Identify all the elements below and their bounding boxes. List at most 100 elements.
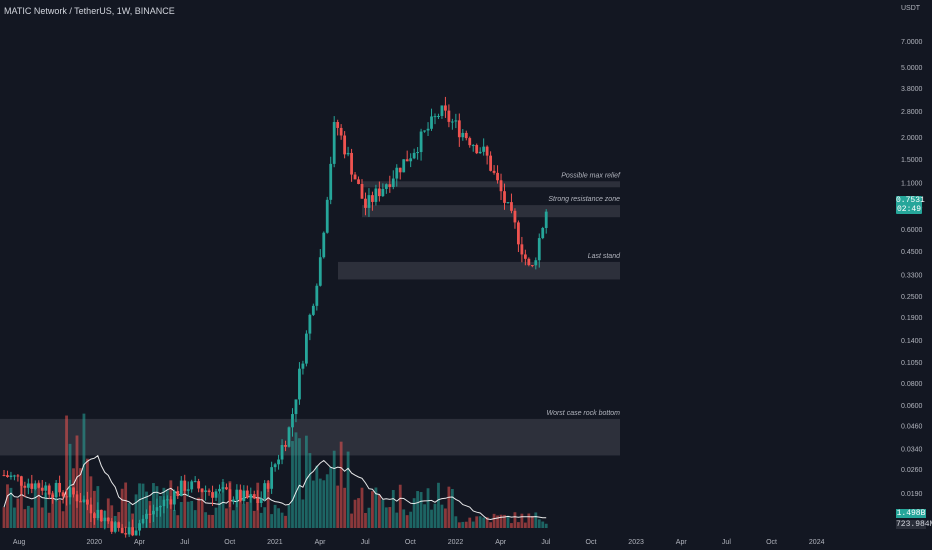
volume-bar xyxy=(82,413,86,528)
candle-body xyxy=(332,122,336,164)
volume-bar xyxy=(165,490,169,528)
volume-bar xyxy=(482,517,486,528)
candle-body xyxy=(183,480,187,491)
price-tick-label: 0.1400 xyxy=(901,338,923,345)
candle-body xyxy=(218,488,221,492)
candle-body xyxy=(360,183,364,199)
candle-body xyxy=(388,184,392,187)
candle-body xyxy=(499,180,503,192)
candle-body xyxy=(186,489,190,491)
candle-body xyxy=(152,510,155,515)
candle-body xyxy=(357,179,360,184)
candle-body xyxy=(47,485,51,495)
volume-bar xyxy=(517,522,520,528)
time-tick-label: Jul xyxy=(541,539,550,546)
candle-body xyxy=(141,518,145,524)
volume-bar xyxy=(395,512,399,528)
candle-body xyxy=(430,116,433,129)
candle-body xyxy=(291,414,294,428)
price-tick-label: 2.8000 xyxy=(901,109,923,116)
volume-bar xyxy=(291,441,294,528)
candle-body xyxy=(37,483,41,488)
candle-body xyxy=(318,257,322,286)
volume-bar xyxy=(37,482,41,528)
candle-body xyxy=(2,475,6,477)
volume-bar xyxy=(513,512,517,528)
candle-body xyxy=(496,172,499,181)
candle-body xyxy=(513,210,517,223)
candle-body xyxy=(225,487,228,490)
volume-bar xyxy=(92,490,96,528)
volume-bar xyxy=(72,468,75,528)
candle-body xyxy=(75,494,79,502)
candle-body xyxy=(221,487,225,489)
candle-body xyxy=(169,499,173,505)
candle-body xyxy=(162,499,166,507)
candle-body xyxy=(517,222,520,245)
candle-body xyxy=(423,130,426,132)
volume-bar xyxy=(231,510,235,528)
candle-body xyxy=(544,211,548,228)
candle-body xyxy=(485,146,489,156)
price-tick-label: 0.4500 xyxy=(901,249,923,256)
volume-bar xyxy=(440,504,444,528)
candle-body xyxy=(197,481,201,489)
volume-bar xyxy=(263,507,267,528)
volume-bar xyxy=(357,498,360,528)
candle-body xyxy=(40,487,44,491)
volume-bar xyxy=(221,481,225,528)
volume-bar xyxy=(464,521,468,528)
candle-body xyxy=(311,305,315,315)
volume-bar xyxy=(273,504,277,528)
volume-bar xyxy=(40,507,44,528)
candle-body xyxy=(263,483,267,499)
volume-bar xyxy=(537,519,541,528)
price-tick-label: 0.0600 xyxy=(901,403,923,410)
candle-body xyxy=(9,475,13,477)
volume-bar xyxy=(301,499,305,528)
volume-bar xyxy=(176,515,180,528)
symbol-title[interactable]: MATIC Network / TetherUS, 1W, BINANCE xyxy=(4,6,175,16)
volume-bar xyxy=(416,491,420,528)
candle-body xyxy=(308,314,312,334)
candle-body xyxy=(72,487,75,495)
candle-body xyxy=(409,158,413,162)
candle-body xyxy=(44,485,48,491)
candle-body xyxy=(120,527,124,534)
volume-bar xyxy=(19,481,23,528)
volume-bar xyxy=(541,521,545,528)
price-tick-label: 3.8000 xyxy=(901,86,923,93)
volume-bar xyxy=(471,521,475,528)
volume-bar xyxy=(447,486,451,528)
candle-body xyxy=(193,481,197,483)
price-tick-label: 0.0340 xyxy=(901,446,923,453)
candle-body xyxy=(412,152,416,159)
volume-bar xyxy=(225,508,228,528)
candle-body xyxy=(492,170,496,173)
candle-body xyxy=(346,152,350,155)
volume-bar xyxy=(433,503,437,528)
time-tick-label: Apr xyxy=(134,539,146,546)
volume-bar xyxy=(235,490,239,528)
volume-bar xyxy=(322,480,326,528)
candle-body xyxy=(447,110,451,122)
candle-body xyxy=(16,475,20,477)
price-tick-label: 0.2500 xyxy=(901,294,923,301)
volume-bar xyxy=(353,499,357,528)
volume-bar xyxy=(23,509,27,528)
candle-body xyxy=(304,333,308,364)
volume-bar xyxy=(499,514,503,528)
volume-bar xyxy=(364,512,367,528)
volume-bar xyxy=(294,432,298,528)
candle-body xyxy=(26,483,30,488)
candle-body xyxy=(61,492,65,497)
candle-body xyxy=(6,475,9,477)
volume-bar xyxy=(172,509,176,528)
volume-bar xyxy=(117,512,121,528)
candle-body xyxy=(113,522,117,532)
volume-bar xyxy=(284,515,287,528)
axis-unit-label: USDT xyxy=(901,5,921,12)
volume-bar xyxy=(468,517,472,528)
candle-body xyxy=(145,513,148,519)
